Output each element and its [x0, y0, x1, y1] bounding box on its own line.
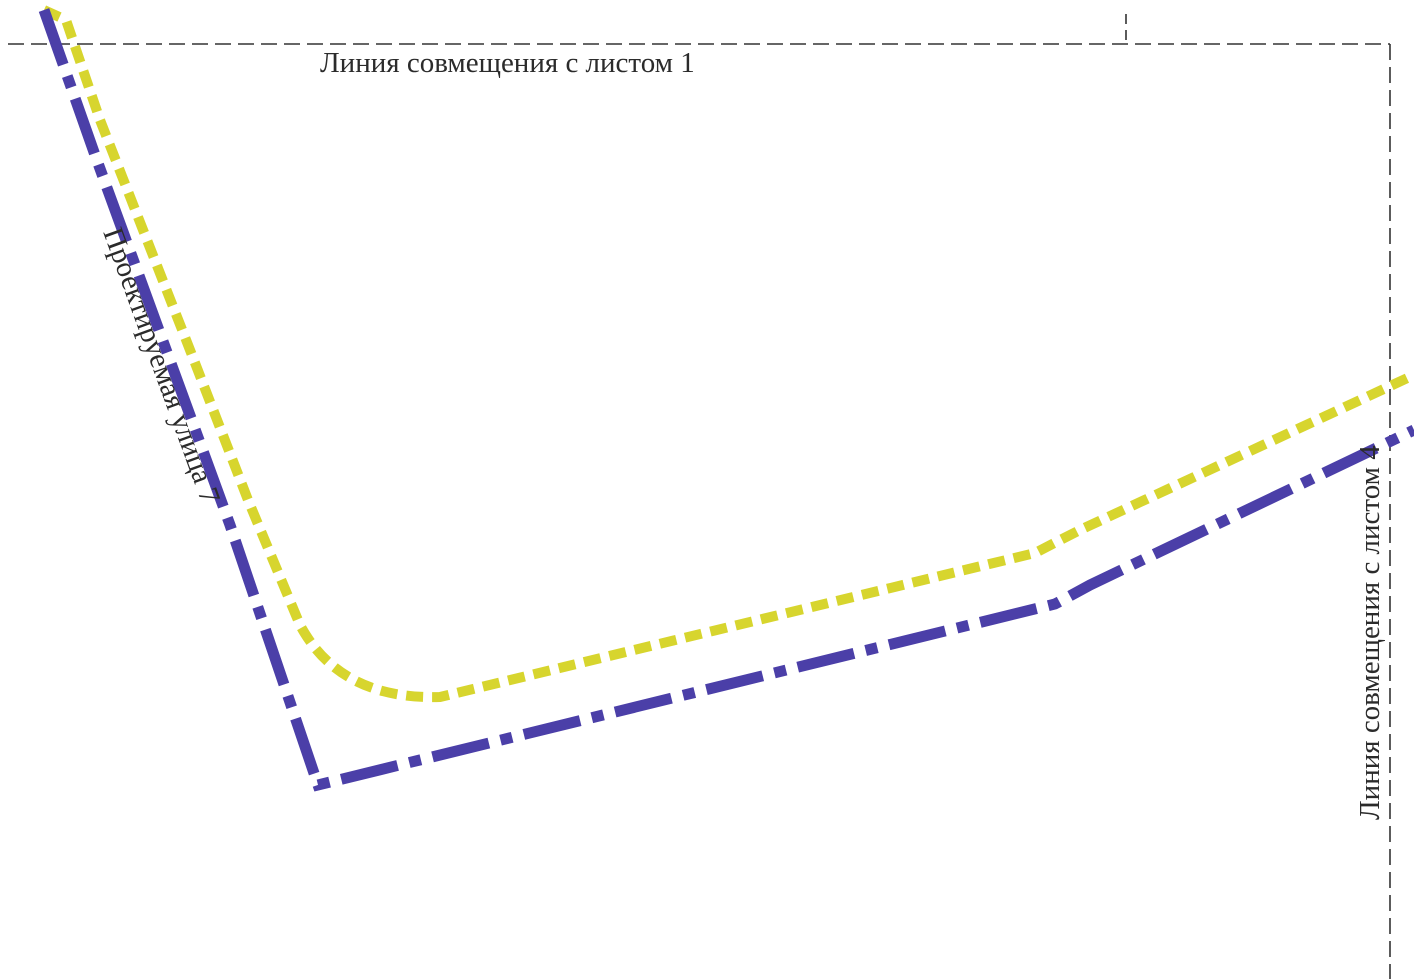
building-line [41, 5, 1414, 703]
match-lines [8, 14, 1391, 979]
street-red-line [38, 8, 1414, 792]
right-match-line-label: Линия совмещения с листом 4 [1354, 445, 1386, 820]
top-match-line-label: Линия совмещения с листом 1 [320, 47, 695, 79]
